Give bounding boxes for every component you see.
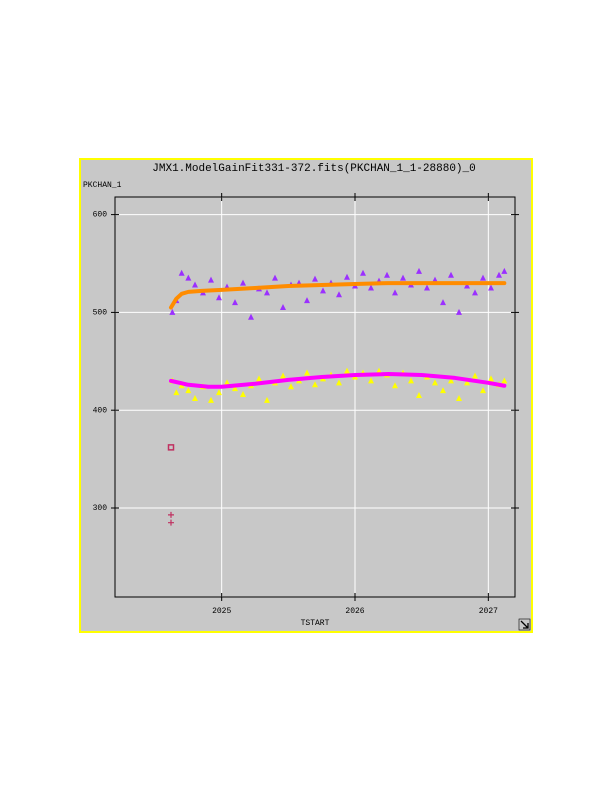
- data-point: [480, 387, 486, 394]
- plot-area: 300 400 500 600 2025 2026 2027: [93, 193, 519, 616]
- y-tick-label: 500: [93, 309, 108, 318]
- y-tick-label: 300: [93, 504, 108, 513]
- data-point: [488, 375, 494, 382]
- data-point: [256, 375, 262, 382]
- resize-icon[interactable]: [518, 618, 531, 631]
- data-point: [240, 279, 246, 286]
- data-point: [432, 379, 438, 386]
- data-point: [224, 379, 230, 386]
- data-point: [384, 271, 390, 278]
- plot-frame: [114, 196, 516, 598]
- y-tick-label: 400: [93, 406, 108, 415]
- data-point: [448, 377, 454, 384]
- data-point: [312, 381, 318, 388]
- data-point: [288, 383, 294, 390]
- y-axis-label: PKCHAN_1: [83, 181, 122, 190]
- data-point: [312, 275, 318, 282]
- data-point: [448, 271, 454, 278]
- data-point: [185, 274, 192, 281]
- data-point: [416, 392, 422, 399]
- y-tick-label: 600: [93, 211, 108, 220]
- data-point: [392, 289, 398, 296]
- data-point: [304, 369, 310, 376]
- data-point: [240, 391, 246, 398]
- data-point: [173, 389, 180, 396]
- data-point: [232, 385, 238, 392]
- data-point: [464, 282, 470, 289]
- data-point: [280, 372, 286, 379]
- data-point: [464, 379, 470, 386]
- data-point: [208, 276, 214, 283]
- data-point: [178, 269, 185, 276]
- data-point: [192, 394, 198, 401]
- data-point: [264, 396, 270, 403]
- x-tick-label: 2025: [212, 607, 231, 616]
- data-point: [208, 396, 214, 403]
- fit-line: [169, 281, 507, 310]
- data-point: [472, 289, 478, 296]
- data-point: [168, 511, 174, 518]
- data-point: [456, 308, 462, 315]
- data-point: [336, 379, 342, 386]
- data-point: [488, 284, 494, 291]
- data-point: [185, 387, 192, 394]
- x-tick-label: 2026: [345, 607, 364, 616]
- data-point: [472, 372, 478, 379]
- data-point: [400, 274, 406, 281]
- data-point: [216, 389, 222, 396]
- data-point: [168, 519, 174, 526]
- data-point: [496, 271, 502, 278]
- data-point: [336, 291, 342, 298]
- data-point: [456, 394, 462, 401]
- data-point: [408, 377, 414, 384]
- data-point: [416, 267, 422, 274]
- data-point: [320, 287, 326, 294]
- data-point: [368, 284, 374, 291]
- chart-title: JMX1.ModelGainFit331-372.fits(PKCHAN_1_1…: [152, 163, 475, 175]
- fit-line: [169, 372, 507, 389]
- data-point: [232, 299, 238, 306]
- data-point: [169, 308, 176, 315]
- data-point: [440, 299, 446, 306]
- data-point: [480, 274, 486, 281]
- data-point: [501, 377, 508, 384]
- data-point: [272, 274, 278, 281]
- data-point: [376, 367, 382, 374]
- data-point: [280, 304, 286, 311]
- data-point: [368, 377, 374, 384]
- data-point: [192, 281, 198, 288]
- data-point: [440, 387, 446, 394]
- data-point: [304, 297, 310, 304]
- data-point: [216, 294, 222, 301]
- data-point: [501, 267, 508, 274]
- data-point: [392, 382, 398, 389]
- data-point: [344, 367, 350, 374]
- data-point: [264, 289, 270, 296]
- data-point: [167, 444, 175, 451]
- data-point: [344, 273, 350, 280]
- x-tick-label: 2027: [479, 607, 498, 616]
- data-point: [424, 284, 430, 291]
- data-point: [360, 269, 366, 276]
- x-axis-label: TSTART: [301, 619, 330, 628]
- data-point: [248, 313, 254, 320]
